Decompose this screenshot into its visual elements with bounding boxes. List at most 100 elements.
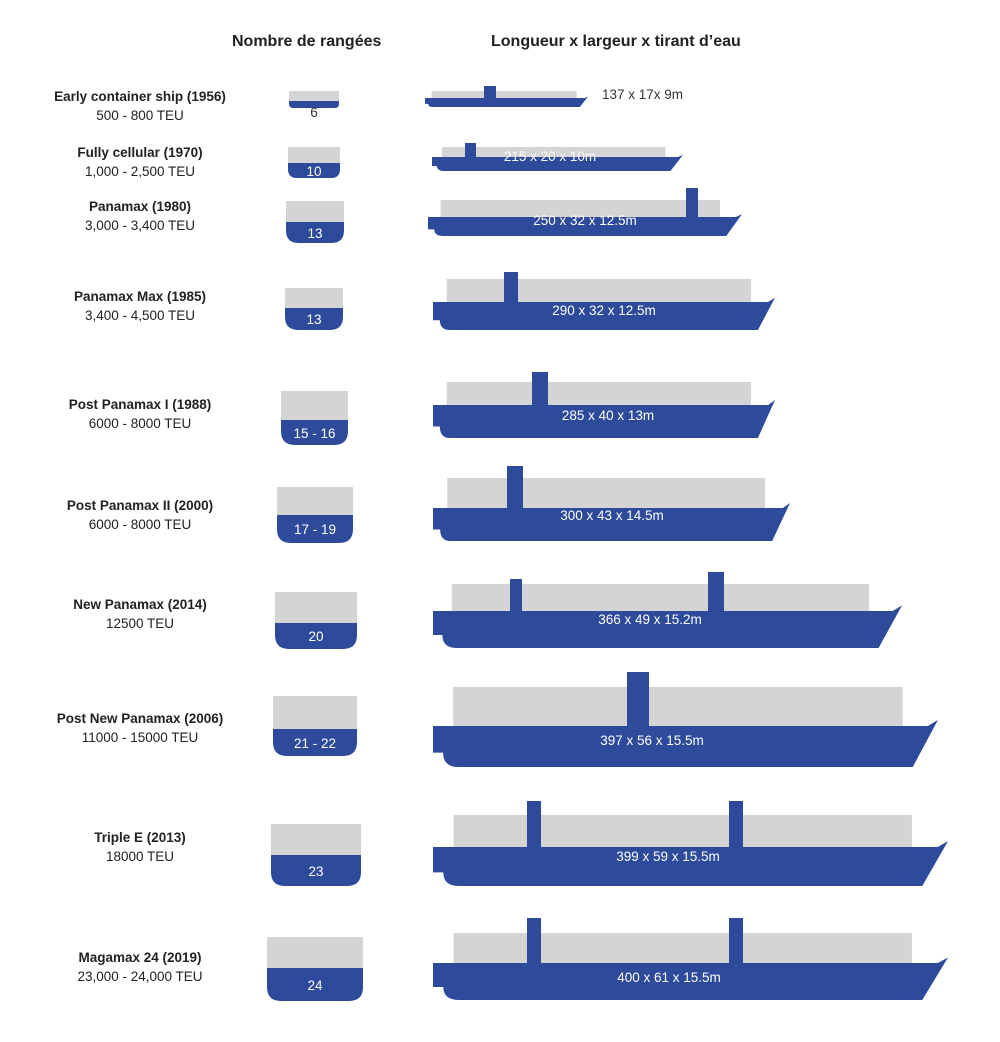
ship-label: Magamax 24 (2019) 23,000 - 24,000 TEU (20, 948, 260, 986)
cross-section-hull (267, 968, 363, 1001)
ship-name: Early container ship (1956) (54, 89, 226, 104)
dimensions-label: 215 x 20 x 10m (503, 149, 597, 164)
cargo-stack (756, 710, 873, 727)
cross-section-cargo (281, 391, 348, 420)
cargo-stack (628, 210, 702, 218)
ship-label: Early container ship (1956) 500 - 800 TEU (20, 87, 260, 125)
ship-bridge (484, 86, 496, 100)
cargo-stack (592, 153, 651, 158)
cross-section-hull (285, 308, 343, 330)
ship-label: Panamax (1980) 3,000 - 3,400 TEU (20, 197, 260, 235)
dimensions-label: 366 x 49 x 15.2m (598, 612, 702, 627)
ship-teu: 18000 TEU (105, 849, 175, 864)
dimensions-label: 137 x 17x 9m (602, 87, 684, 102)
ship-label: Post Panamax II (2000) 6000 - 8000 TEU (20, 496, 260, 534)
cross-section-hull (275, 623, 357, 649)
cross-section-hull (277, 515, 353, 543)
dimensions-label: 397 x 56 x 15.5m (600, 733, 704, 748)
dimensions-label: 285 x 40 x 13m (561, 408, 655, 423)
ship-teu: 12500 TEU (105, 616, 175, 631)
ship-bridge (510, 579, 522, 613)
cross-section-cargo (289, 91, 339, 101)
ship-name: Panamax (1980) (88, 199, 192, 214)
cross-section-cargo (267, 937, 363, 968)
ship-hull (433, 957, 948, 1000)
ship-name: Magamax 24 (2019) (78, 950, 202, 965)
ship-name: Panamax Max (1985) (73, 289, 207, 304)
cross-section-hull (286, 222, 344, 243)
cross-section-hull (273, 729, 357, 756)
cross-section-hull (271, 855, 361, 886)
dimensions-label: 400 x 61 x 15.5m (617, 970, 721, 985)
cargo-stack (762, 834, 882, 848)
cross-section-cargo (273, 696, 357, 729)
ship-bridge (627, 672, 649, 728)
ship-bridge (729, 918, 743, 965)
ship-name: New Panamax (2014) (73, 597, 207, 612)
cargo-stack (651, 292, 731, 303)
ship-hull (433, 400, 775, 438)
cross-section-cargo (271, 824, 361, 855)
ship-label: New Panamax (2014) 12500 TEU (20, 595, 260, 633)
ship-bridge (686, 188, 698, 219)
dimensions-column-header: Longueur x largeur x tirant d’eau (491, 33, 741, 50)
dimensions-label: 290 x 32 x 12.5m (552, 303, 656, 318)
cross-section-cargo (288, 147, 340, 163)
ship-name: Fully cellular (1970) (77, 145, 203, 160)
cross-section-hull (288, 163, 340, 178)
cross-section-cargo (286, 201, 344, 222)
ship-name: Post Panamax II (2000) (66, 498, 214, 513)
ship-label: Fully cellular (1970) 1,000 - 2,500 TEU (20, 143, 260, 181)
ship-label: Post New Panamax (2006) 11000 - 15000 TEU (20, 709, 260, 747)
ship-hull (433, 605, 902, 648)
ship-hull (433, 719, 938, 767)
ship-bridge (504, 272, 518, 304)
row-count-label: 24 (307, 977, 323, 993)
ship-hull (425, 96, 588, 107)
row-count-label: 10 (306, 163, 322, 179)
cargo-stack (529, 95, 567, 99)
ship-name: Triple E (2013) (94, 830, 186, 845)
cargo-stack (762, 951, 882, 964)
ship-label: Post Panamax I (1988) 6000 - 8000 TEU (20, 395, 260, 433)
ship-label: Panamax Max (1985) 3,400 - 4,500 TEU (20, 287, 260, 325)
row-count-label: 23 (308, 863, 324, 879)
row-count-label: 17 - 19 (293, 522, 337, 537)
dimensions-label: 399 x 59 x 15.5m (616, 849, 720, 864)
ship-teu: 3,400 - 4,500 TEU (84, 308, 196, 323)
row-count-label: 15 - 16 (293, 425, 336, 441)
cross-section-cargo (275, 592, 357, 623)
row-count-label: 13 (306, 312, 322, 327)
row-count-label: 6 (310, 105, 318, 120)
dimensions-label: 250 x 32 x 12.5m (533, 213, 637, 228)
ship-name: Post New Panamax (2006) (56, 711, 224, 726)
dimensions-label: 300 x 43 x 14.5m (560, 508, 664, 523)
cargo-stack (661, 496, 744, 509)
row-count-label: 20 (308, 629, 324, 644)
ship-teu: 1,000 - 2,500 TEU (84, 164, 196, 179)
cross-section-hull (289, 101, 339, 108)
ship-bridge (465, 143, 476, 159)
ship-bridge (708, 572, 724, 613)
ship-teu: 6000 - 8000 TEU (88, 416, 192, 431)
cross-section-hull (281, 420, 348, 445)
ship-teu: 500 - 800 TEU (96, 108, 184, 123)
rows-column-header: Nombre de rangées (232, 33, 382, 50)
ship-label: Triple E (2013) 18000 TEU (20, 828, 260, 866)
ship-name: Post Panamax I (1988) (68, 397, 212, 412)
ship-teu: 23,000 - 24,000 TEU (77, 969, 203, 984)
cross-section-cargo (285, 288, 343, 308)
ship-bridge (729, 801, 743, 849)
row-count-label: 21 - 22 (293, 735, 337, 751)
row-count-label: 13 (307, 225, 323, 241)
cross-section-cargo (277, 487, 353, 515)
ship-hull (433, 841, 948, 886)
ship-teu: 6000 - 8000 TEU (88, 517, 192, 532)
ship-hull (433, 297, 775, 330)
ship-bridge (532, 372, 548, 407)
ship-bridge (527, 801, 541, 849)
ship-teu: 11000 - 15000 TEU (81, 730, 199, 745)
ship-teu: 3,000 - 3,400 TEU (84, 218, 196, 233)
cargo-stack (651, 395, 731, 406)
